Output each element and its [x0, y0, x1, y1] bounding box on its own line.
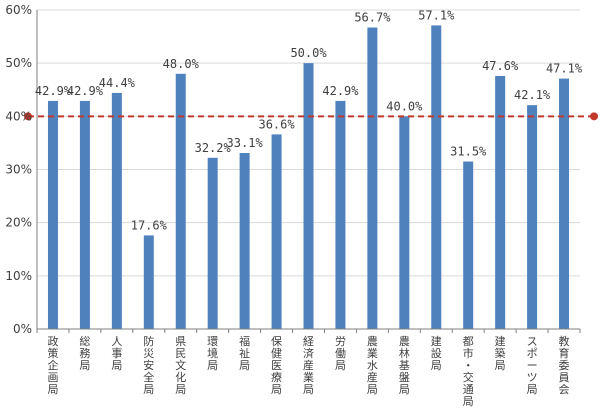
x-axis-category-labels: 政策企画局 総務局 人事局 防災安全局 県民文化局 環境局 福祉局 保健医療局 経済産業局 労働局…	[47, 334, 569, 408]
value-label: 47.6%	[482, 59, 519, 73]
value-label: 36.6%	[258, 117, 295, 131]
bar	[47, 100, 58, 329]
category-label: 防災安全局	[143, 334, 154, 396]
category-label: 総務局	[79, 334, 90, 372]
bar	[303, 63, 314, 330]
bar	[431, 25, 442, 329]
value-label: 32.2%	[195, 141, 232, 155]
value-label: 48.0%	[163, 57, 200, 71]
value-label: 42.9%	[67, 84, 104, 98]
y-axis-tick-labels: 0% 10% 20% 30% 40% 50% 60%	[5, 3, 32, 336]
y-tick-label: 0%	[13, 322, 32, 336]
category-label: 環境局	[207, 335, 218, 372]
y-tick-label: 20%	[5, 216, 32, 230]
category-label: スポーツ局	[527, 335, 538, 396]
bar	[79, 100, 90, 329]
y-tick-label: 30%	[5, 163, 32, 177]
value-labels: 42.9%42.9%44.4%17.6%48.0%32.2%33.1%36.6%…	[35, 8, 583, 232]
bar	[207, 157, 218, 329]
axes	[36, 10, 581, 333]
bar	[559, 78, 570, 330]
category-label: 労働局	[335, 334, 346, 372]
bar	[111, 92, 122, 329]
y-tick-label: 50%	[5, 56, 32, 70]
category-label: 福祉局	[239, 334, 250, 372]
value-label: 57.1%	[418, 8, 455, 22]
value-label: 31.5%	[450, 145, 487, 159]
value-label: 42.9%	[35, 84, 72, 98]
y-tick-label: 40%	[5, 109, 32, 123]
value-label: 40.0%	[386, 99, 423, 113]
value-label: 44.4%	[99, 76, 136, 90]
reference-line-group	[24, 112, 598, 121]
bar	[527, 105, 538, 329]
bars	[47, 25, 570, 330]
category-label: 都市・交通局	[463, 335, 474, 408]
reference-line-left-marker	[24, 112, 32, 121]
value-label: 47.1%	[546, 62, 583, 76]
bar	[335, 100, 346, 329]
bar	[175, 73, 186, 329]
category-label: 農林基盤局	[399, 334, 410, 396]
value-label: 17.6%	[131, 218, 168, 232]
category-label: 教育委員会	[559, 335, 570, 396]
bar	[367, 27, 378, 329]
category-label: 政策企画局	[47, 334, 58, 396]
category-label: 保健医療局	[271, 334, 282, 396]
bar	[271, 134, 282, 329]
bar	[143, 235, 154, 329]
category-label: 県民文化局	[175, 335, 186, 396]
category-label: 建設局	[431, 334, 442, 372]
bar	[463, 161, 474, 329]
value-label: 42.9%	[322, 84, 359, 98]
bar	[495, 75, 506, 329]
category-label: 農業水産局	[367, 334, 378, 396]
category-label: 建築局	[495, 334, 506, 372]
value-label: 56.7%	[354, 11, 391, 25]
bar	[239, 153, 250, 329]
bar	[399, 116, 410, 329]
value-label: 42.1%	[514, 88, 551, 102]
category-label: 人事局	[111, 335, 122, 372]
reference-line-right-marker	[590, 112, 598, 121]
y-tick-label: 10%	[5, 269, 32, 283]
y-tick-label: 60%	[5, 3, 32, 17]
value-label: 50.0%	[290, 46, 327, 60]
value-label: 33.1%	[227, 136, 264, 150]
category-label: 経済産業局	[303, 335, 314, 396]
